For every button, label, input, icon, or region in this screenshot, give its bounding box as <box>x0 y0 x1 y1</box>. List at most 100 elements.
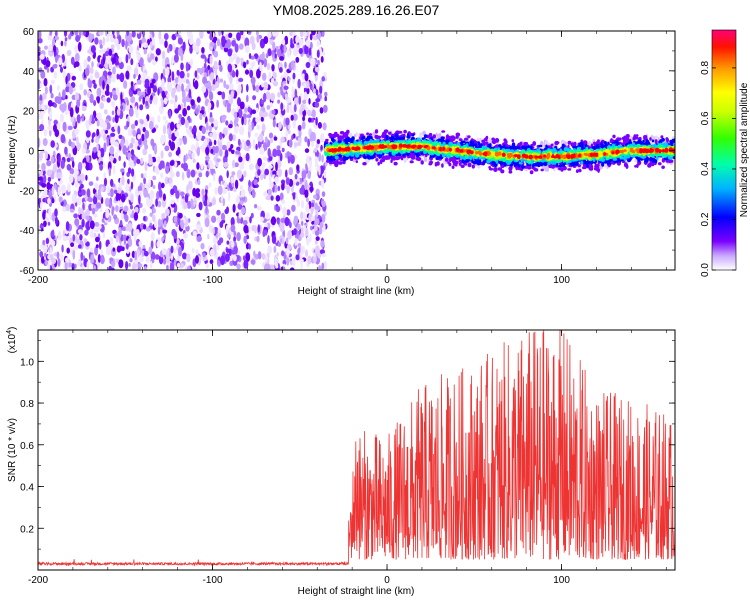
spectrogram-cell <box>89 247 94 253</box>
spectrogram-cell <box>393 161 398 166</box>
spectrogram-cell <box>216 216 221 223</box>
spectrogram-cell <box>106 137 110 147</box>
spectrogram-cell <box>415 153 420 158</box>
spectrogram-cell <box>191 247 195 254</box>
spectrogram-cell <box>276 252 280 257</box>
spectrogram-cell <box>260 116 264 122</box>
spectrogram-cell <box>217 228 222 234</box>
spectrogram-cell <box>186 84 189 93</box>
spectrogram-cell <box>63 102 67 111</box>
spectrogram-cell <box>196 96 201 103</box>
spectrogram-cell <box>316 139 321 145</box>
spectrogram-cell <box>128 128 133 137</box>
spectrogram-cell <box>279 192 284 201</box>
spectrogram-cell <box>243 224 249 234</box>
spectrogram-cell <box>237 108 243 119</box>
spectrogram-cell <box>175 190 180 199</box>
spectrogram-cell <box>67 125 73 131</box>
spectrogram-cell <box>120 139 125 148</box>
spectrogram-cell <box>140 119 144 125</box>
spectrogram-cell <box>169 171 175 178</box>
spectrogram-cell <box>355 131 358 138</box>
spectrogram-cell <box>254 132 258 137</box>
spectrogram-cell <box>216 38 221 47</box>
spectrogram-cell <box>149 190 155 199</box>
spectrogram-cell <box>64 146 68 155</box>
spectrogram-cell <box>89 230 94 239</box>
spectrogram-cell <box>40 244 45 249</box>
spectrogram-cell <box>154 166 160 174</box>
spectrogram-cell <box>183 204 188 209</box>
spectrogram-cell <box>90 254 94 264</box>
spectrogram-cell <box>272 148 278 158</box>
spectrogram-cell <box>79 83 84 91</box>
spectrogram-cell <box>138 240 143 247</box>
spectrogram-cell <box>205 263 209 269</box>
spectrogram-cell <box>316 165 321 172</box>
spectrogram-cell <box>218 141 223 150</box>
spectrogram-cell <box>149 82 154 89</box>
spectrogram-cell <box>604 141 607 146</box>
spectrogram-cell <box>455 132 461 137</box>
spectrogram-cell <box>157 155 161 165</box>
spectrogram-cell <box>62 206 67 212</box>
spectrogram-cell <box>220 255 225 266</box>
spectrogram-cell <box>66 157 71 163</box>
spectrogram-cell <box>49 84 53 94</box>
spectrogram-cell <box>285 38 288 44</box>
spectrogram-cell <box>192 230 197 237</box>
spectrogram-cell <box>70 142 76 149</box>
spectrogram-cell <box>233 111 238 119</box>
spectrogram-cell <box>208 125 213 132</box>
spectrogram-cell <box>53 103 57 108</box>
spectrogram-cell <box>294 142 297 148</box>
spectrogram-cell <box>112 94 118 101</box>
spectrogram-cell <box>68 33 72 40</box>
spectrogram-cell <box>57 186 61 196</box>
spectrogram-cell <box>291 86 295 94</box>
spectrogram-cell <box>524 145 528 150</box>
spectrogram-cell <box>278 121 282 130</box>
spectrogram-cell <box>160 182 165 189</box>
spectrogram-cell <box>309 41 313 50</box>
spectrogram-cell <box>180 62 184 71</box>
spectrogram-cell <box>208 141 213 146</box>
spectrogram-cell <box>98 240 102 250</box>
spectrogram-cell <box>246 114 252 119</box>
spectrogram-cell <box>311 216 315 221</box>
spectrogram-cell <box>135 188 138 198</box>
spectrogram-cell <box>538 144 543 148</box>
spectrogram-cell <box>130 96 136 104</box>
spectrogram-cell <box>488 166 492 169</box>
spectrogram-cell <box>286 256 290 266</box>
spectrogram-cell <box>633 134 637 139</box>
spectrogram-cell <box>60 253 63 261</box>
spectrogram-cell <box>284 93 289 101</box>
spectrogram-cell <box>409 160 414 164</box>
spectrogram-cell <box>304 227 309 237</box>
spectrogram-cell <box>287 76 291 81</box>
spectrogram-cell <box>250 212 254 219</box>
spectrogram-cell <box>314 230 320 236</box>
spectrogram-cell <box>264 136 268 144</box>
spectrogram-cell <box>321 253 326 258</box>
spectrogram-cell <box>238 43 244 50</box>
spectrogram-cell <box>133 212 139 221</box>
spectrogram-cell <box>80 251 84 261</box>
spectrogram-cell <box>74 31 79 36</box>
spectrogram-cell <box>246 147 250 152</box>
spectrogram-cell <box>183 218 186 224</box>
spectrogram-cell <box>160 172 164 179</box>
spectrogram-cell <box>176 69 180 76</box>
spectrogram-cell <box>140 157 144 165</box>
spectrogram-cell <box>324 211 327 216</box>
spectrogram-cell <box>256 235 260 243</box>
spectrogram-cell <box>86 155 90 163</box>
spectrogram-cell <box>246 84 249 93</box>
spectrogram-cell <box>85 174 88 181</box>
spectrogram-cell <box>39 53 45 60</box>
spectrogram-cell <box>305 249 308 257</box>
spectrogram-cell <box>54 208 58 217</box>
spectrogram-cell <box>308 98 311 105</box>
spectrogram-cell <box>114 151 118 159</box>
